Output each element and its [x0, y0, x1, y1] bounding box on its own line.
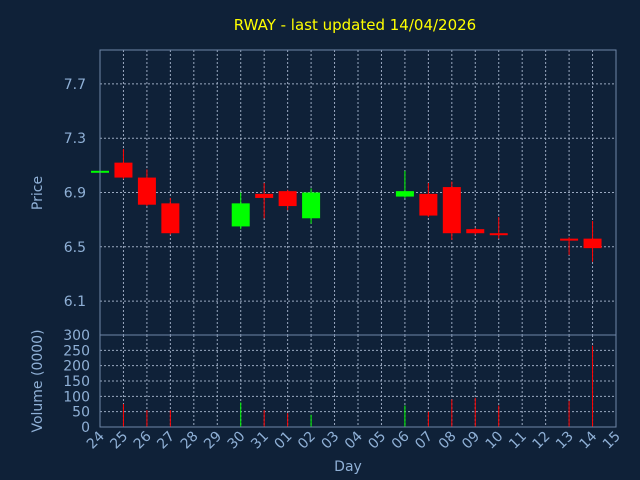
x-tick-label: 11 — [506, 429, 530, 453]
volume-tick-label: 100 — [63, 389, 90, 405]
candle-body — [302, 192, 321, 219]
x-tick-label: 14 — [576, 428, 600, 452]
chart-title: RWAY - last updated 14/04/2026 — [234, 16, 476, 34]
price-tick-label: 7.7 — [64, 77, 86, 93]
x-tick-label: 25 — [107, 429, 131, 453]
x-tick-label: 03 — [318, 429, 342, 453]
price-axis-ticks: 6.1 6.5 6.9 7.3 7.7 — [64, 77, 86, 310]
candle-body — [231, 203, 250, 227]
candles — [91, 149, 602, 262]
x-axis-ticks: 24 25 26 27 28 29 30 31 01 02 03 04 05 06 07 08 09 10 11 12… — [84, 428, 624, 452]
volume-gridlines — [100, 335, 616, 427]
candle-body — [278, 191, 297, 207]
x-tick-label: 04 — [342, 428, 366, 452]
candle-body — [255, 193, 274, 198]
price-tick-label: 6.9 — [64, 186, 86, 202]
volume-axis-label: Volume (0000) — [30, 329, 46, 432]
x-axis-label: Day — [334, 459, 362, 475]
x-tick-label: 26 — [131, 428, 155, 452]
x-tick-label: 02 — [295, 429, 319, 453]
x-tick-label: 08 — [436, 429, 460, 453]
x-tick-label: 30 — [225, 429, 249, 453]
candle-body — [395, 191, 414, 197]
volume-tick-label: 250 — [63, 343, 90, 359]
candle-body — [137, 177, 156, 205]
x-tick-label: 31 — [248, 429, 272, 453]
candle-body — [489, 233, 508, 236]
volume-tick-label: 0 — [81, 420, 90, 436]
volume-tick-label: 150 — [63, 374, 90, 390]
x-tick-label: 05 — [365, 429, 389, 453]
candle-body — [419, 193, 438, 216]
price-tick-label: 6.1 — [64, 294, 86, 310]
price-axis-label: Price — [30, 176, 46, 210]
candle-body — [442, 187, 461, 234]
x-tick-label: 01 — [272, 429, 296, 453]
x-tick-label: 13 — [553, 429, 577, 453]
x-tick-label: 27 — [154, 429, 178, 453]
volume-panel-frame — [99, 334, 617, 428]
candle-body — [161, 203, 180, 234]
volume-bars — [122, 345, 594, 427]
x-tick-label: 10 — [483, 429, 507, 453]
volume-tick-label: 300 — [63, 328, 90, 344]
x-tick-label: 09 — [459, 429, 483, 453]
price-gridlines — [100, 50, 616, 335]
volume-tick-label: 200 — [63, 359, 90, 375]
x-tick-label: 06 — [389, 428, 413, 452]
price-tick-label: 7.3 — [64, 131, 86, 147]
price-tick-label: 6.5 — [64, 240, 86, 256]
candle-body — [114, 162, 133, 178]
x-tick-label: 12 — [530, 429, 554, 453]
candle-body — [583, 238, 602, 249]
x-tick-label: 15 — [600, 429, 624, 453]
volume-tick-label: 50 — [72, 405, 90, 421]
x-tick-label: 07 — [412, 429, 436, 453]
x-tick-label: 28 — [178, 429, 202, 453]
candle-body — [560, 238, 579, 241]
x-tick-label: 29 — [201, 429, 225, 453]
candle-body — [466, 229, 485, 234]
